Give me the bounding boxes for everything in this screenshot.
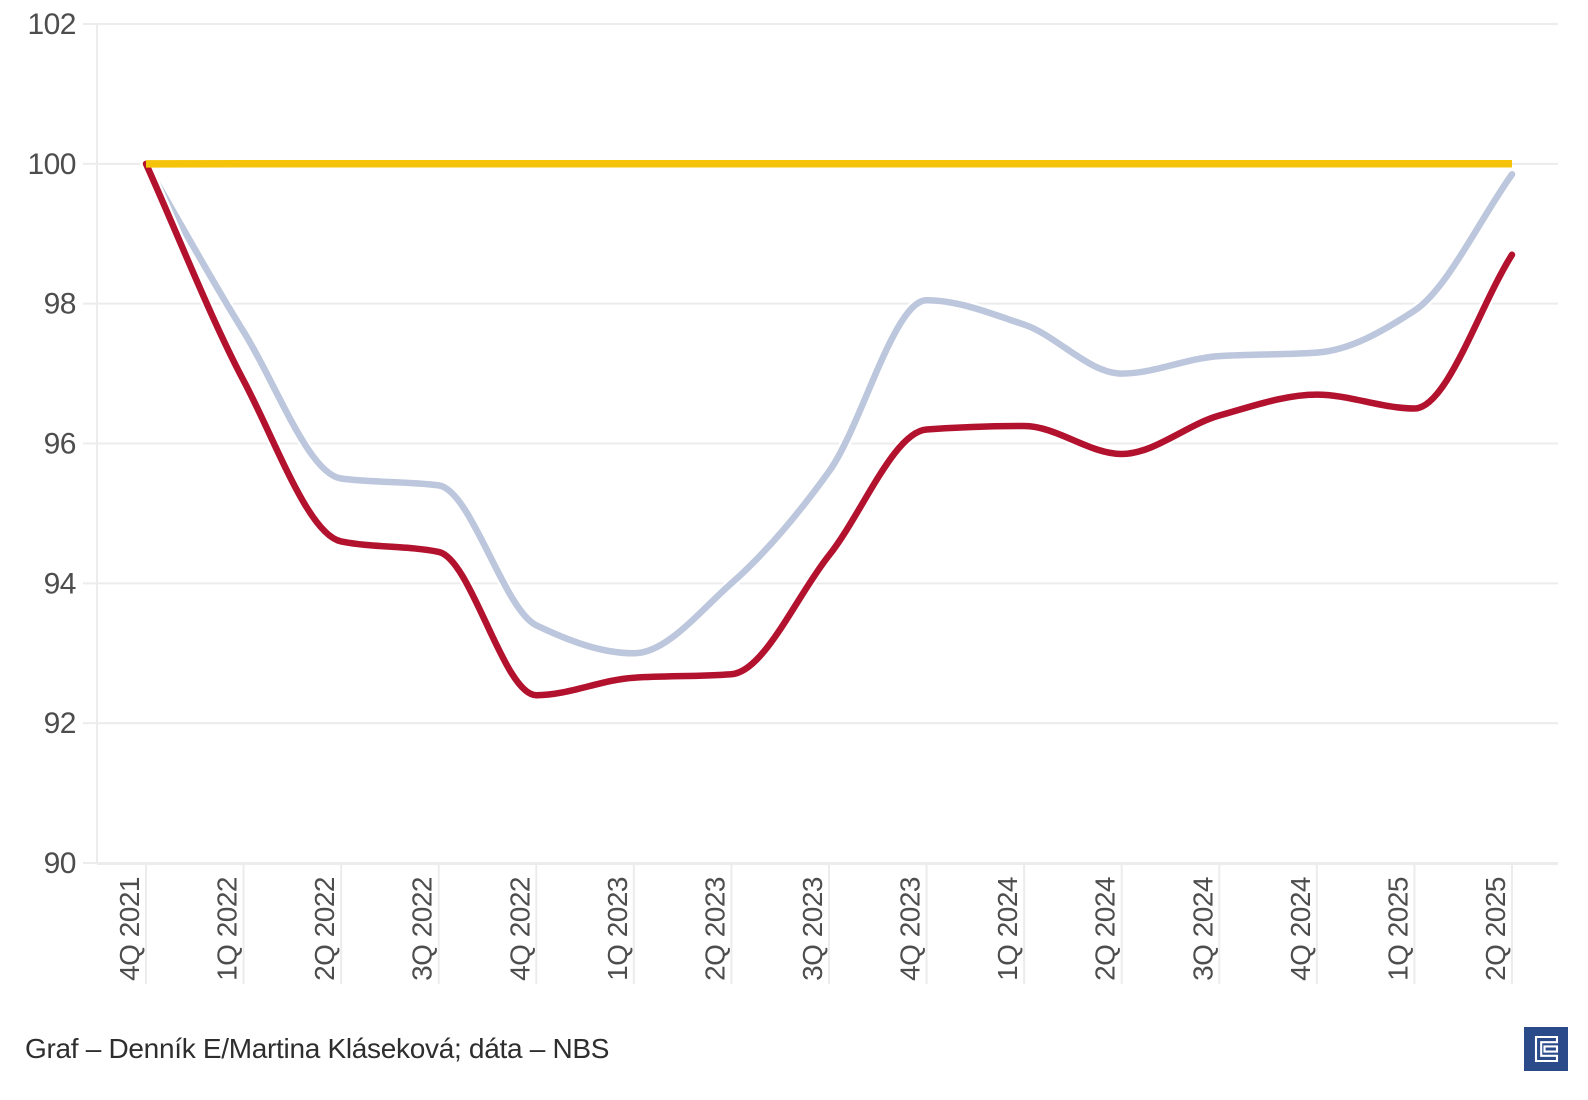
logo-e-middle-bar [1543, 1045, 1559, 1053]
y-axis-label: 100 [27, 148, 76, 181]
x-axis-label: 4Q 2023 [895, 877, 926, 981]
logo-background [1524, 1027, 1568, 1071]
y-axis-label: 96 [44, 428, 76, 461]
x-axis-label: 2Q 2022 [309, 877, 340, 981]
x-axis-label: 3Q 2024 [1187, 877, 1218, 981]
x-axis-label: 3Q 2022 [407, 877, 438, 981]
x-axis-label: 2Q 2025 [1480, 877, 1511, 981]
x-axis-label: 4Q 2022 [504, 877, 535, 981]
y-axis-label: 92 [44, 707, 76, 740]
logo-e-bracket [1534, 1035, 1559, 1063]
series-line-dark-red-index [142, 160, 1516, 699]
caption-row: Graf – Denník E/Martina Kláseková; dáta … [25, 1018, 1568, 1080]
x-axis-label: 3Q 2023 [797, 877, 828, 981]
y-axis-label: 90 [44, 847, 76, 880]
series-line-light-blue-index-casing [140, 158, 1518, 659]
x-axis-label: 1Q 2022 [212, 877, 243, 981]
chart-svg: 102 100 98 96 94 92 90 4Q 2021 1Q 2022 2Q 2022 3Q … [27, 8, 1558, 984]
chart-caption: Graf – Denník E/Martina Kláseková; dáta … [25, 1033, 610, 1064]
series-line-dark-red-index-casing [140, 158, 1518, 701]
x-axis-label: 1Q 2024 [992, 877, 1023, 981]
x-axis-label: 4Q 2021 [114, 877, 145, 981]
x-axis-label: 4Q 2024 [1285, 877, 1316, 981]
y-axis-label: 98 [44, 288, 76, 321]
x-axis-label: 1Q 2023 [602, 877, 633, 981]
series-line-light-blue-index [142, 160, 1516, 657]
dennik-e-logo [1524, 1027, 1568, 1071]
line-chart-figure: 102 100 98 96 94 92 90 4Q 2021 1Q 2022 2Q 2022 3Q … [27, 8, 1558, 984]
y-axis-label: 102 [27, 8, 76, 41]
y-axis-label: 94 [44, 567, 76, 600]
x-axis-label: 1Q 2025 [1382, 877, 1413, 981]
x-axis-label: 2Q 2024 [1090, 877, 1121, 981]
x-axis-label: 2Q 2023 [699, 877, 730, 981]
